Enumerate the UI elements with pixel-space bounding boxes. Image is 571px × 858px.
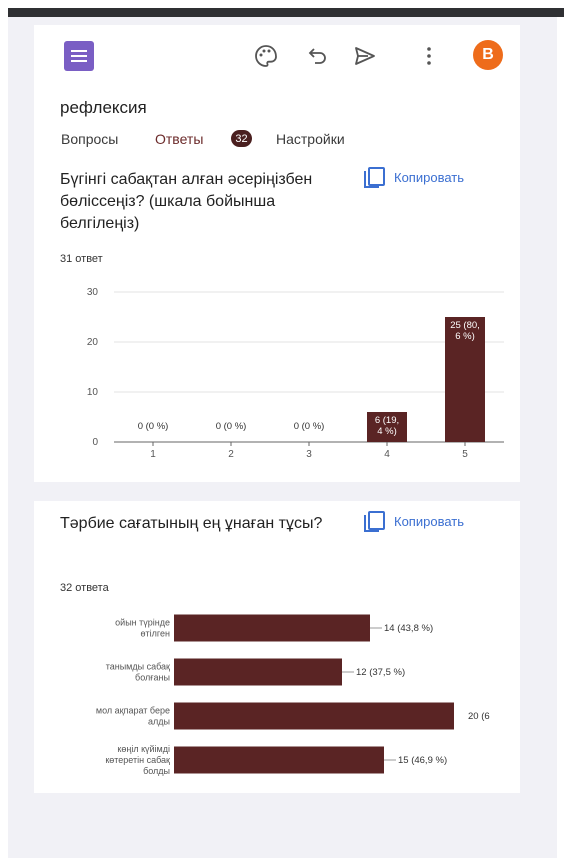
tab-questions[interactable]: Вопросы [61,131,119,147]
copy-chart-button[interactable]: Копировать [364,167,464,188]
data-label: 0 (0 %) [294,421,325,432]
palette-icon[interactable] [253,43,279,69]
responses-count-badge: 32 [231,130,252,147]
more-vert-icon[interactable] [416,43,442,69]
y-tick-label: 20 [87,337,99,348]
copy-icon [364,511,385,532]
data-label: 0 (0 %) [216,421,247,432]
copy-label: Копировать [394,513,464,529]
x-tick-label: 2 [228,449,234,460]
category-label: өтілген [141,629,170,639]
y-tick-label: 30 [87,287,99,298]
x-tick-label: 4 [384,449,390,460]
y-tick-label: 0 [92,437,98,448]
form-title: рефлексия [60,98,147,117]
question-card-favorite: Тәрбие сағатының ең ұнаған тұсы? Копиров… [34,501,520,793]
x-tick-label: 1 [150,449,156,460]
bar [174,614,370,642]
category-label: көңіл күйімді [117,744,170,754]
status-bar [8,8,564,17]
undo-icon[interactable] [304,43,330,69]
app-screen: B рефлексия Вопросы Ответы 32 Настройки … [8,17,557,858]
category-label: алды [148,717,170,727]
response-count: 32 ответа [60,582,109,594]
copy-chart-button[interactable]: Копировать [364,511,464,532]
category-label: көтеретін сабақ [105,755,170,765]
y-tick-label: 10 [87,387,99,398]
bar [174,702,454,730]
data-label: 25 (80, [450,320,480,331]
avatar[interactable]: B [473,40,503,70]
bar [445,317,485,442]
bar [174,658,342,686]
question-title: Тәрбие сағатының ең ұнаған тұсы? [60,515,323,532]
data-label: 0 (0 %) [138,421,169,432]
form-header: B рефлексия Вопросы Ответы 32 Настройки [34,25,520,170]
question-card-scale: Бүгінгі сабақтан алған әсеріңізбен бөліс… [34,157,520,482]
forms-logo-icon[interactable] [64,41,94,71]
data-label: 4 %) [377,426,397,437]
question-title: Бүгінгі сабақтан алған әсеріңізбен бөліс… [60,171,313,232]
data-label: 12 (37,5 %) [356,667,405,678]
category-label: ойын түрінде [115,618,170,628]
scale-bar-chart: 0 10 20 30 1 0 (0 %) 2 0 (0 %) 3 0 (0 %) 4 6 (19,4 … [87,287,504,460]
category-label: танымды сабақ [106,662,170,672]
tab-responses[interactable]: Ответы [155,131,204,147]
data-label: 14 (43,8 %) [384,623,433,634]
response-count: 31 ответ [60,253,103,265]
copy-icon [364,167,385,188]
send-icon[interactable] [352,43,378,69]
category-label: болғаны [135,673,170,683]
data-label: 15 (46,9 %) [398,755,447,766]
bar [174,746,384,774]
category-label: мол ақпарат бере [96,706,170,716]
copy-label: Копировать [394,169,464,185]
x-tick-label: 3 [306,449,312,460]
category-label: болды [143,766,170,776]
bar [367,412,407,442]
data-label: 6 %) [455,331,475,342]
x-tick-label: 5 [462,449,468,460]
data-label: 20 (6 [468,711,490,722]
data-label: 6 (19, [375,415,399,426]
tab-settings[interactable]: Настройки [276,131,345,147]
